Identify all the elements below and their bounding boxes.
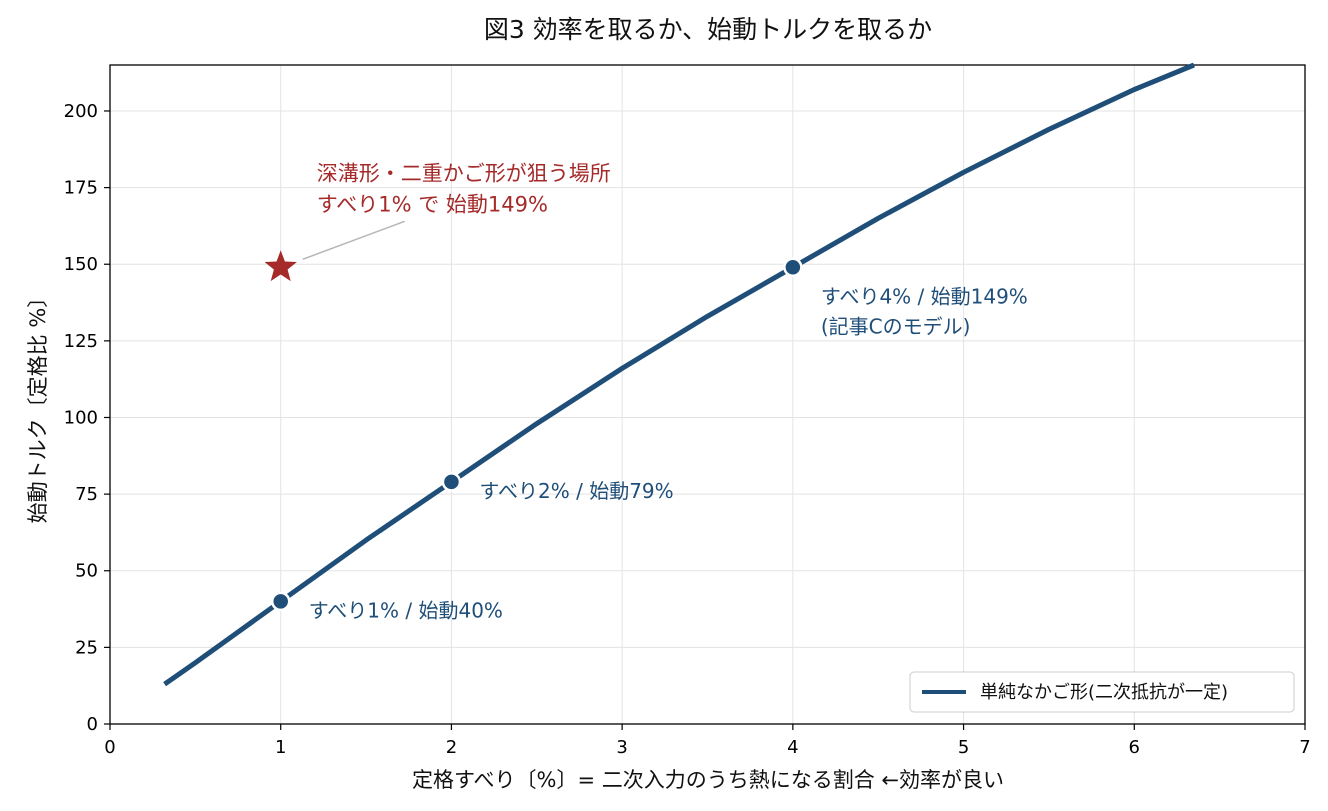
data-point-label: すべり2% / 始動79% [479, 479, 673, 503]
annotation-label: すべり1% で 始動149% [317, 192, 548, 216]
x-tick-label: 7 [1299, 737, 1310, 758]
legend-label: 単純なかご形(二次抵抗が一定) [980, 682, 1228, 703]
y-tick-label: 150 [64, 254, 98, 275]
axis-ticks: 0 1 2 3 4 5 6 7 0 25 50 75 100 125 150 175 200 [64, 101, 1311, 758]
y-tick-label: 50 [75, 561, 98, 582]
markers-layer: すべり1% / 始動40% すべり2% / 始動79% すべり4% / 始動149%… [270, 257, 1028, 622]
plot-frame [109, 64, 1306, 725]
y-tick-label: 125 [64, 331, 98, 352]
data-point-label: (記事Cのモデル) [821, 314, 971, 338]
annotation-arrow [302, 220, 405, 261]
data-point-label: すべり4% / 始動149% [821, 284, 1028, 308]
legend-box [909, 671, 1295, 713]
grid [109, 65, 1306, 725]
y-tick-label: 200 [64, 101, 98, 122]
data-point [783, 257, 803, 278]
y-axis-title: 始動トルク〔定格比 %〕 [26, 287, 50, 524]
star-marker [264, 250, 297, 282]
data-point-label: すべり1% / 始動40% [309, 598, 503, 622]
x-axis-title: 定格すべり〔%〕= 二次入力のうち熱になる割合 ←効率が良い [412, 768, 1004, 792]
x-tick-label: 5 [958, 737, 969, 758]
y-tick-label: 100 [64, 407, 98, 428]
y-tick-label: 0 [87, 714, 98, 735]
series-line [163, 62, 1195, 687]
y-tick-label: 175 [64, 178, 98, 199]
x-tick-label: 3 [616, 737, 627, 758]
x-tick-label: 6 [1129, 737, 1140, 758]
series-layer [163, 62, 1195, 687]
x-tick-label: 0 [104, 737, 115, 758]
x-tick-label: 1 [275, 737, 286, 758]
chart-title: 図3 効率を取るか、始動トルクを取るか [484, 15, 932, 44]
x-tick-label: 2 [446, 737, 457, 758]
legend: 単純なかご形(二次抵抗が一定) [909, 671, 1295, 713]
y-tick-label: 75 [75, 484, 98, 505]
y-tick-label: 25 [75, 637, 98, 658]
data-point [441, 472, 462, 492]
annotation-label: 深溝形・二重かご形が狙う場所 [317, 161, 611, 185]
data-point [270, 591, 291, 612]
x-tick-label: 4 [787, 737, 798, 758]
